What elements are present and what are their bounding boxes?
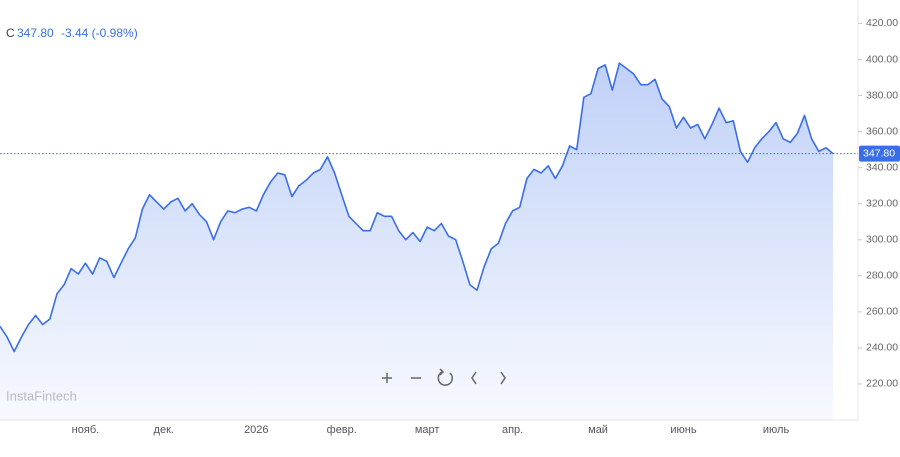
y-tick-label: 420.00 (866, 17, 898, 29)
y-tick-label: 320.00 (866, 197, 898, 209)
x-tick-label: март (415, 424, 440, 436)
scroll-left-button[interactable] (471, 371, 477, 385)
y-tick-label: 280.00 (866, 270, 898, 282)
watermark: InstaFintech (6, 388, 77, 403)
area-fill (0, 63, 833, 420)
toolbar (382, 368, 506, 386)
y-tick-label: 300.00 (866, 234, 898, 246)
x-tick-label: дек. (154, 424, 174, 436)
y-tick-label: 260.00 (866, 306, 898, 318)
y-tick-label: 240.00 (866, 342, 898, 354)
x-tick-label: 2026 (244, 424, 268, 436)
last-price-badge (859, 145, 900, 162)
reset-button[interactable] (437, 368, 454, 386)
y-tick-label: 220.00 (866, 378, 898, 390)
x-tick-label: нояб. (72, 424, 100, 436)
y-tick-label: 380.00 (866, 89, 898, 101)
price-line (0, 62, 834, 353)
x-tick-label: июль (763, 424, 790, 436)
change: -3.44 (-0.98%) (61, 26, 138, 40)
price: 347.80 (17, 26, 54, 40)
x-tick-label: февр. (327, 424, 357, 436)
y-tick-label: 400.00 (866, 53, 898, 65)
x-tick-label: июнь (670, 424, 696, 436)
y-tick-label: 340.00 (866, 161, 898, 173)
x-tick-label: апр. (502, 424, 523, 436)
symbol: C (6, 26, 15, 40)
plot (0, 62, 834, 420)
y-tick-label: 360.00 (866, 125, 898, 137)
x-tick-label: май (588, 424, 608, 436)
zoom-in-button[interactable] (382, 373, 392, 383)
scroll-right-button[interactable] (500, 371, 506, 385)
last-price-label: 347.80 (863, 147, 895, 159)
